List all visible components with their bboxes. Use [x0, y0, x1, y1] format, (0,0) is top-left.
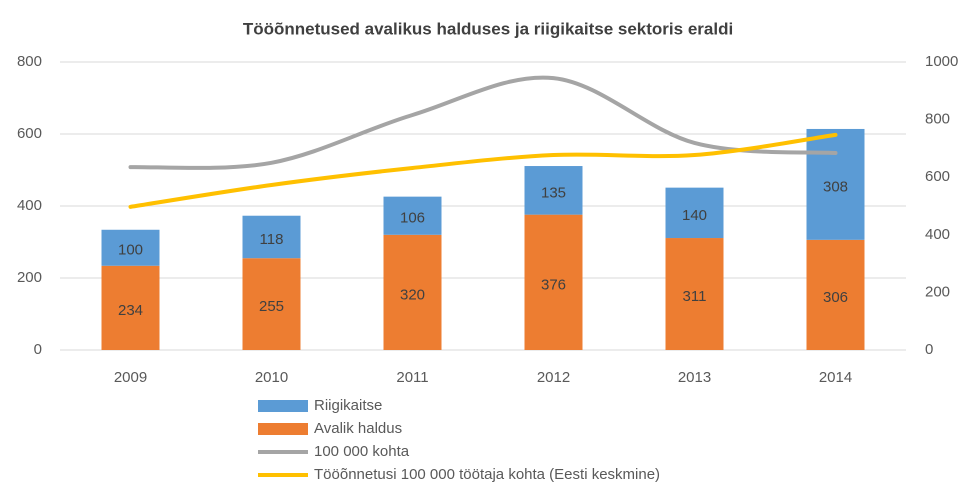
legend-label: Riigikaitse — [314, 397, 382, 414]
bar — [524, 214, 583, 350]
x-tick-label: 2009 — [114, 369, 147, 386]
y2-tick-label: 400 — [925, 226, 950, 243]
value-label: 234 — [118, 302, 143, 319]
y2-tick-label: 1000 — [925, 53, 958, 70]
value-label: 140 — [682, 207, 707, 224]
value-label: 308 — [823, 178, 848, 195]
value-label: 311 — [683, 288, 707, 305]
x-tick-label: 2010 — [255, 369, 288, 386]
line — [128, 75, 838, 170]
y2-tick-label: 800 — [925, 111, 950, 128]
legend-label: Avalik haldus — [314, 420, 402, 437]
value-label: 118 — [260, 231, 284, 248]
value-label: 100 — [118, 242, 143, 259]
y-tick-label: 400 — [17, 197, 42, 214]
bar — [101, 229, 160, 266]
bar — [665, 187, 724, 239]
legend-swatch — [258, 423, 308, 435]
bar — [101, 265, 160, 350]
line — [128, 132, 838, 209]
value-label: 106 — [400, 210, 425, 227]
bar — [242, 258, 301, 350]
bar — [383, 196, 442, 235]
bar — [524, 166, 583, 215]
value-label: 306 — [823, 289, 848, 306]
y2-tick-label: 200 — [925, 283, 950, 300]
legend-label: 100 000 kohta — [314, 443, 410, 460]
bar — [383, 234, 442, 350]
x-tick-label: 2013 — [678, 369, 711, 386]
bar — [806, 239, 865, 350]
legend-swatch — [258, 400, 308, 412]
legend-label: Tööõnnetusi 100 000 töötaja kohta (Eesti… — [314, 466, 660, 483]
x-tick-label: 2014 — [819, 369, 852, 386]
y-tick-label: 0 — [34, 341, 42, 358]
y-tick-label: 200 — [17, 269, 42, 286]
y-tick-label: 800 — [17, 53, 42, 70]
y2-tick-label: 0 — [925, 341, 933, 358]
x-tick-label: 2012 — [537, 369, 570, 386]
value-label: 376 — [541, 276, 566, 293]
bar — [806, 128, 865, 240]
value-label: 255 — [259, 298, 284, 315]
chart-title: Tööõnnetused avalikus halduses ja riigik… — [243, 19, 733, 38]
value-label: 135 — [541, 184, 566, 201]
x-tick-label: 2011 — [396, 369, 428, 386]
bar — [242, 215, 301, 259]
y-tick-label: 600 — [17, 125, 42, 142]
value-label: 320 — [400, 286, 425, 303]
y2-tick-label: 600 — [925, 168, 950, 185]
bar — [665, 238, 724, 350]
